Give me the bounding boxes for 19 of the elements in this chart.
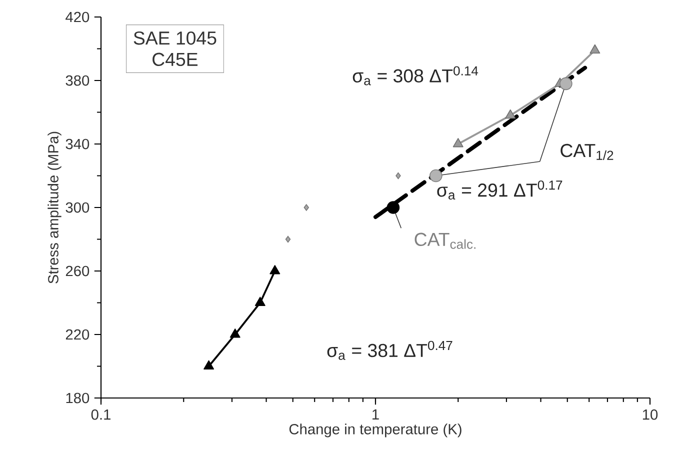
y-tick-label: 180: [66, 392, 90, 404]
annotation: SAE 1045: [134, 31, 216, 45]
annotation: σ$_{a}$ = 291 ΔT$^{0.17}$: [437, 180, 562, 200]
y-tick-label: 260: [66, 266, 90, 276]
y-tick-label: 340: [66, 138, 90, 150]
x-tick-label: 1: [372, 409, 379, 420]
x-tick-label: 10: [642, 409, 658, 420]
y-tick-label: 220: [66, 329, 90, 340]
annotation: σ$_{a}$ = 381 ΔT$^{0.47}$: [327, 340, 452, 360]
annotation: CAT$_{1/2}$: [560, 144, 614, 160]
annotation: C45E: [152, 52, 198, 66]
y-tick-label: 300: [66, 202, 90, 213]
x-axis-title: Change in temperature (K): [289, 424, 462, 438]
annotation: σ$_{a}$ = 308 ΔT$^{0.14}$: [352, 66, 478, 86]
y-axis-title: Stress amplitude (MPa): [48, 132, 62, 284]
y-tick-label: 420: [66, 12, 90, 22]
annotation: CAT$_{calc.}$: [414, 232, 476, 249]
x-tick-label: 0.1: [91, 409, 110, 420]
y-tick-label: 380: [66, 75, 90, 86]
